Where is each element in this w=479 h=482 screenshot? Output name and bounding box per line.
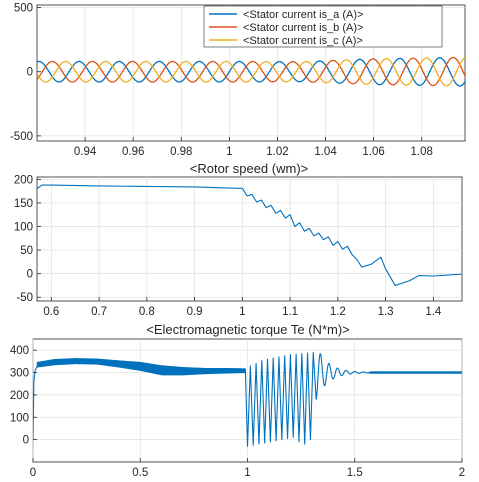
- yticks-1: -500 0 500: [10, 3, 41, 143]
- y-tick-label: 0: [23, 435, 29, 447]
- x-tick-label: 1.02: [266, 146, 288, 158]
- series-group-2: [37, 184, 462, 286]
- axes-box-2: [36, 176, 463, 302]
- y-tick-label: 0: [27, 67, 33, 79]
- legend-label-b: <Stator current is_b (A)>: [243, 22, 363, 34]
- x-tick-label: 0.94: [74, 146, 97, 158]
- series-line-phase-c: [37, 57, 465, 87]
- x-tick-label: 0.8: [139, 306, 155, 318]
- legend-box: [203, 5, 443, 48]
- x-tick-label: 1.08: [411, 146, 433, 158]
- y-tick-label: 300: [10, 368, 29, 380]
- x-tick-label: 1.4: [425, 306, 442, 318]
- x-tick-label: 1.1: [282, 306, 298, 318]
- chart-title-torque: <Electromagnetic torque Te (N*m)>: [146, 322, 350, 337]
- y-tick-label: 0: [27, 269, 33, 281]
- y-tick-label: 500: [14, 3, 33, 15]
- y-tick-label: 100: [10, 412, 29, 424]
- y-tick-label: -500: [10, 131, 33, 143]
- x-tick-label: 0.5: [132, 467, 148, 479]
- legend: <Stator current is_a (A)> <Stator curren…: [203, 5, 443, 48]
- y-tick-label: 150: [14, 198, 33, 210]
- series-group-3: [33, 351, 462, 447]
- grid-3: [32, 339, 463, 462]
- series-line-torque: [33, 351, 462, 447]
- x-tick-label: 0.98: [170, 146, 192, 158]
- series-line-phase-b: [37, 56, 465, 87]
- x-tick-label: 1.5: [347, 467, 363, 479]
- yticks-3: 0 100 200 300 400: [10, 345, 37, 447]
- series-line-phase-a: [37, 57, 465, 87]
- y-tick-label: -50: [16, 292, 33, 304]
- x-tick-label: 1: [226, 146, 232, 158]
- x-tick-label: 1: [244, 467, 250, 479]
- yticks-2: -50 0 50 100 150 200: [14, 174, 41, 304]
- x-tick-label: 2: [459, 467, 465, 479]
- y-tick-label: 200: [14, 174, 33, 186]
- chart-title-rotor-speed: <Rotor speed (wm)>: [190, 161, 309, 176]
- series-line-rotor-speed: [37, 184, 462, 286]
- y-tick-label: 400: [10, 345, 29, 357]
- x-tick-label: 1.3: [378, 306, 394, 318]
- xticks-3: 0 0.5 1 1.5 2: [30, 458, 465, 479]
- plot-stator-current: -500 0 500 0.94 0.96 0.98 1 1.02 1.04 1.06 1.08 <…: [10, 3, 466, 158]
- x-tick-label: 1: [239, 306, 245, 318]
- x-tick-label: 1.06: [362, 146, 384, 158]
- x-tick-label: 0.7: [91, 306, 107, 318]
- xticks-2: 0.6 0.7 0.8 0.9 1 1.1 1.2 1.3 1.4: [43, 297, 442, 318]
- legend-label-a: <Stator current is_a (A)>: [243, 9, 363, 21]
- x-tick-label: 0.6: [43, 306, 59, 318]
- x-tick-label: 0.9: [187, 306, 203, 318]
- y-tick-label: 100: [14, 222, 33, 234]
- x-tick-label: 1.04: [314, 146, 337, 158]
- x-tick-label: 0: [30, 467, 36, 479]
- x-tick-label: 1.2: [330, 306, 346, 318]
- y-tick-label: 50: [20, 245, 33, 257]
- series-group-1: [37, 56, 465, 87]
- x-tick-label: 0.96: [122, 146, 144, 158]
- xticks-1: 0.94 0.96 0.98 1 1.02 1.04 1.06 1.08: [74, 137, 433, 158]
- legend-label-c: <Stator current is_c (A)>: [243, 35, 363, 47]
- y-tick-label: 200: [10, 390, 29, 402]
- plot-torque: <Electromagnetic torque Te (N*m)> 010020…: [10, 322, 465, 479]
- grid-2: [37, 177, 462, 301]
